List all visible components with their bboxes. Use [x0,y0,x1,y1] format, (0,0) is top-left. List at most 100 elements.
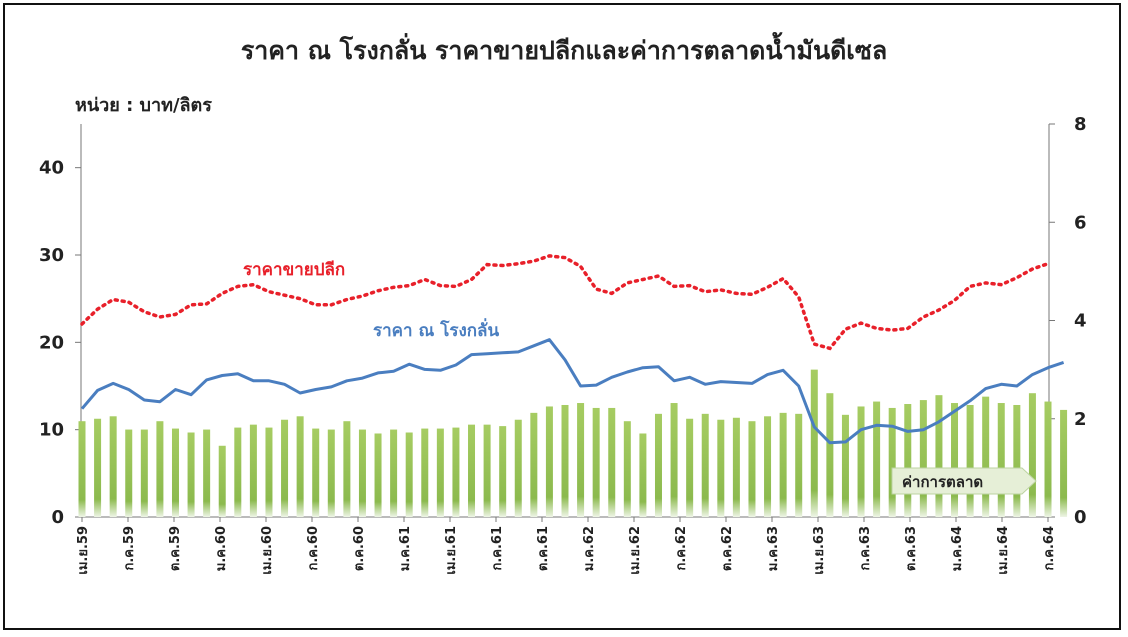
margin-bar [327,429,335,517]
margin-bar [125,429,133,517]
margin-bar [810,369,818,517]
margin-bar [374,433,382,517]
margin-bar [623,421,631,517]
margin-bar [717,419,725,517]
chart-title: ราคา ณ โรงกลั่น ราคาขายปลีกและค่าการตลาด… [240,36,888,65]
retail-series-label: ราคาขายปลีก [243,259,345,280]
margin-bar [140,429,148,517]
margin-bar [795,413,803,517]
refinery-price-line [80,338,1065,445]
margin-bar [545,406,553,517]
x-tick-label: ม.ค.60 [214,526,229,571]
right-tick-label: 2 [1074,409,1087,430]
margin-bar [919,400,927,517]
margin-bar [670,403,678,517]
x-tick-label: ก.ค.63 [858,526,873,571]
left-tick-label: 20 [39,332,64,353]
margin-bar [234,427,242,517]
margin-bar [312,428,320,517]
margin-bar [826,393,834,517]
left-tick-label: 40 [39,158,64,179]
x-tick-label: ก.ค.60 [306,526,321,571]
x-tick-label: ม.ค.63 [766,526,781,571]
x-tick-label: ต.ค.59 [168,526,183,571]
margin-bar [982,396,990,517]
left-tick-label: 0 [51,507,64,528]
margin-bar [841,414,849,517]
x-tick-label: ม.ค.64 [950,526,965,571]
x-tick-label: ก.ค.64 [1042,526,1057,571]
left-tick-label: 30 [39,245,64,266]
right-tick-label: 8 [1074,114,1087,135]
right-tick-label: 6 [1074,212,1087,233]
x-tick-label: เม.ย.64 [996,526,1011,575]
refinery-series-label: ราคา ณ โรงกลั่น [373,318,499,341]
margin-bar [561,404,569,517]
margin-bar [904,404,912,517]
chart-frame [3,3,1121,630]
x-tick-label: เม.ย.62 [628,526,643,575]
x-tick-label: เม.ย.63 [812,526,827,575]
margin-bar [390,429,398,517]
margin-bar [764,416,772,517]
margin-bar [249,424,257,517]
margin-bar [935,395,943,517]
margin-bar [468,424,476,517]
margin-bar [888,407,896,517]
margin-bar [1060,409,1068,517]
margin-bar [1013,404,1021,517]
x-tick-label: ก.ค.61 [490,526,505,571]
margin-bar [421,428,429,517]
margin-bar [296,416,304,517]
margin-bar [701,413,709,517]
margin-bar [514,419,522,517]
margin-bar [748,421,756,517]
margin-bar [265,427,273,517]
margin-bar [156,421,164,517]
margin-bar [405,432,413,517]
price-lines [80,254,1065,445]
unit-label: หน่วย : บาท/ลิตร [75,95,212,116]
margin-bar [639,433,647,517]
margin-label-box [891,467,1037,495]
margin-bar [686,418,694,517]
margin-bar [732,417,740,517]
margin-bar [577,403,585,517]
x-tick-label: เม.ย.59 [76,526,91,575]
x-tick-label: ก.ค.59 [122,526,137,571]
margin-bar [78,421,86,517]
margin-bar [1028,393,1036,517]
margin-bar [109,416,117,517]
margin-bar [452,427,460,517]
margin-bar [997,403,1005,517]
left-tick-label: 10 [39,420,64,441]
margin-bar [218,445,226,517]
right-tick-label: 0 [1074,507,1087,528]
margin-bar [608,407,616,517]
margin-bar [966,404,974,517]
margin-bar [343,421,351,517]
x-tick-label: ม.ค.62 [582,526,597,571]
margin-bar [873,401,881,517]
x-tick-label: เม.ย.61 [444,526,459,575]
x-tick-label: ม.ค.61 [398,526,413,571]
margin-bar [779,412,787,517]
margin-bar [171,428,179,517]
x-tick-label: เม.ย.60 [260,526,275,575]
margin-bar [94,418,102,517]
x-tick-label: ต.ค.62 [720,526,735,571]
margin-bar [951,403,959,517]
margin-series-label: ค่าการตลาด [902,473,983,491]
x-tick-label: ต.ค.60 [352,526,367,571]
x-tick-label: ก.ค.62 [674,526,689,571]
margin-bar [1044,401,1052,517]
margin-bar [530,412,538,517]
x-tick-label: ต.ค.61 [536,526,551,571]
margin-bar [857,406,865,517]
retail-price-line [80,254,1050,351]
margin-bar [187,432,195,517]
right-tick-label: 4 [1074,311,1087,332]
margin-bar [436,428,444,517]
